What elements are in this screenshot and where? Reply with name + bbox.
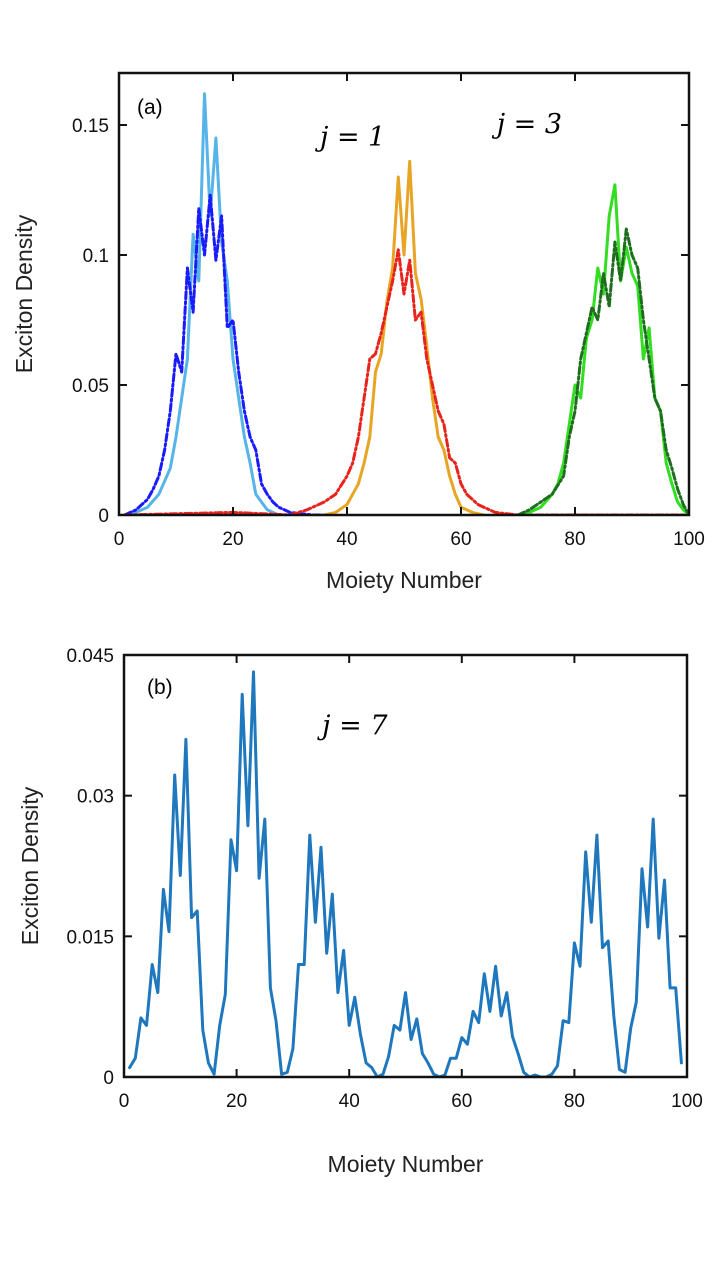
x-tick-label: 80 bbox=[564, 1091, 585, 1112]
annotation-label: j = 3 bbox=[492, 109, 562, 140]
x-tick-label: 0 bbox=[119, 1091, 130, 1112]
x-tick-label: 0 bbox=[114, 529, 125, 550]
y-tick-label: 0.15 bbox=[72, 116, 109, 137]
x-tick-label: 40 bbox=[339, 1091, 360, 1112]
panel-label: (b) bbox=[147, 676, 173, 699]
x-tick-label: 40 bbox=[336, 529, 357, 550]
series-line-1-0 bbox=[128, 670, 683, 1077]
x-tick-label: 100 bbox=[671, 1091, 703, 1112]
y-tick-label: 0 bbox=[103, 1068, 114, 1089]
x-tick-label: 60 bbox=[451, 1091, 472, 1112]
series-line-0-3 bbox=[123, 248, 689, 515]
y-tick-label: 0 bbox=[98, 506, 109, 527]
x-tick-label: 100 bbox=[673, 529, 705, 550]
plot-frame bbox=[122, 653, 689, 1079]
y-axis-label: Exciton Density bbox=[17, 786, 43, 945]
chart-panel-0: 0 20 40 60 80 100 0 0.05 0.1 0.15 Moiety Number Exc… bbox=[11, 71, 705, 593]
x-tick-label: 20 bbox=[222, 529, 243, 550]
annotation-label: j = 7 bbox=[317, 711, 388, 742]
series-line-0-2 bbox=[322, 159, 486, 515]
y-tick-label: 0.05 bbox=[72, 376, 109, 397]
x-axis-label: Moiety Number bbox=[328, 1151, 484, 1177]
y-tick-label: 0.1 bbox=[83, 246, 109, 267]
y-tick-label: 0.03 bbox=[77, 787, 114, 808]
panel-label: (a) bbox=[137, 96, 163, 119]
x-tick-label: 20 bbox=[226, 1091, 247, 1112]
series-line-0-5 bbox=[516, 227, 689, 515]
x-tick-label: 80 bbox=[564, 529, 585, 550]
annotation-label: j = 1 bbox=[315, 122, 385, 153]
y-tick-label: 0.015 bbox=[66, 927, 114, 948]
series-line-0-0 bbox=[123, 92, 292, 515]
y-axis-label: Exciton Density bbox=[11, 214, 37, 373]
x-tick-label: 60 bbox=[450, 529, 471, 550]
series-line-0-4 bbox=[516, 183, 689, 515]
chart-panel-1: 0 20 40 60 80 100 0 0.015 0.03 0.045 Moiety Number… bbox=[17, 646, 703, 1177]
x-axis-label: Moiety Number bbox=[326, 567, 482, 593]
y-tick-label: 0.045 bbox=[66, 646, 114, 667]
plot-frame bbox=[117, 71, 691, 517]
series-line-0-1 bbox=[123, 193, 326, 515]
